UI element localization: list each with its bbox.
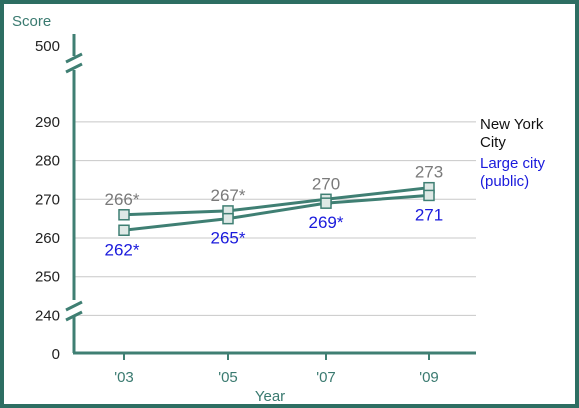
grid-lines [74, 121, 476, 316]
data-label: 265* [211, 229, 246, 248]
x-tick-label: '03 [114, 369, 134, 386]
data-label: 262* [105, 240, 140, 259]
y-tick-label: 260 [35, 230, 60, 247]
legend-new-york-city: New York [480, 116, 544, 133]
y-tick-label: 290 [35, 114, 60, 131]
data-label: 270 [312, 174, 340, 193]
data-point [118, 209, 130, 221]
data-label: 267* [211, 186, 246, 205]
y-axis-title: Score [12, 13, 51, 30]
data-point [118, 224, 130, 237]
data-label: 273 [415, 163, 443, 182]
data-labels: 266* 267* 270 273 262* 265* 269* 271 [105, 163, 444, 260]
chart-frame: 240 250 260 270 280 290 500 0'03'05'07'09 266* 2… [4, 4, 575, 404]
y-tick-label: 0 [52, 346, 60, 363]
y-tick-label: 250 [35, 269, 60, 286]
data-point [320, 197, 332, 209]
legend-large-city: (public) [480, 173, 529, 190]
data-label: 266* [105, 190, 140, 209]
series-line [123, 186, 430, 217]
axes [65, 34, 476, 360]
series-new-york-city [118, 181, 435, 221]
y-tick-label: 240 [35, 307, 60, 324]
data-label: 269* [309, 213, 344, 232]
x-tick-label: '05 [218, 369, 238, 386]
legend-new-york-city: City [480, 134, 506, 151]
axis-break-mark [65, 52, 83, 64]
series-large-city [118, 189, 435, 237]
series [118, 181, 435, 237]
series-line [123, 193, 430, 232]
axis-break-mark [65, 300, 83, 312]
axis-break-mark [65, 62, 83, 74]
data-point [222, 212, 234, 225]
y-tick-label: 270 [35, 191, 60, 208]
y-tick-label: 280 [35, 153, 60, 170]
tick-labels: 240 250 260 270 280 290 500 0 '03 '05 '07 '09 [35, 38, 439, 386]
data-point [423, 189, 435, 202]
data-label: 271 [415, 205, 443, 224]
legend-large-city: Large city [480, 155, 546, 172]
x-tick-label: '07 [316, 369, 336, 386]
x-axis-title: Year [255, 388, 285, 404]
axis-break-mark [65, 310, 83, 322]
y-tick-label: 500 [35, 38, 60, 55]
x-tick-label: '09 [419, 369, 439, 386]
